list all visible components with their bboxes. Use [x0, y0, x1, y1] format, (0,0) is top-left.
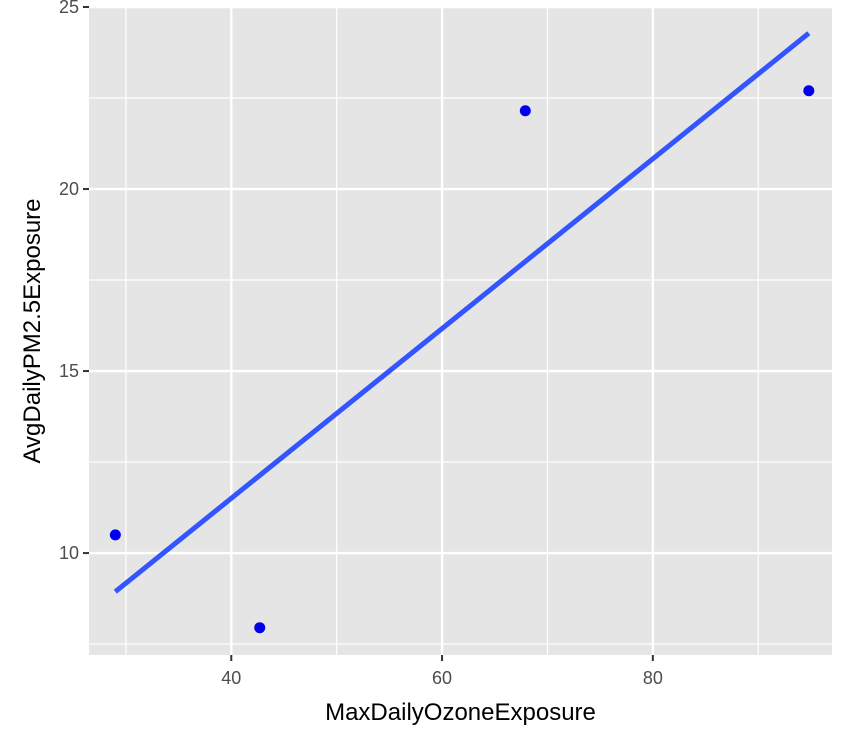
- y-tick-label: 10: [59, 543, 79, 563]
- data-point: [803, 85, 815, 97]
- data-point: [519, 105, 531, 117]
- y-axis-title: AvgDailyPM2.5Exposure: [19, 198, 46, 463]
- axis-ticks: [83, 6, 654, 661]
- x-tick-label: 60: [432, 668, 452, 688]
- y-axis-tick-labels: 10 15 20 25: [59, 0, 79, 563]
- x-axis-tick-labels: 40 60 80: [221, 668, 663, 688]
- y-tick-label: 20: [59, 179, 79, 199]
- data-point: [254, 622, 266, 634]
- y-tick-label: 25: [59, 0, 79, 17]
- x-tick-label: 40: [221, 668, 241, 688]
- y-tick-label: 15: [59, 361, 79, 381]
- regression-line-layer: [113, 31, 811, 594]
- regression-line: [113, 31, 811, 594]
- x-axis-title: MaxDailyOzoneExposure: [325, 699, 596, 726]
- minor-gridlines: [89, 7, 832, 655]
- data-points: [109, 85, 815, 634]
- data-point: [109, 529, 121, 541]
- x-tick-label: 80: [643, 668, 663, 688]
